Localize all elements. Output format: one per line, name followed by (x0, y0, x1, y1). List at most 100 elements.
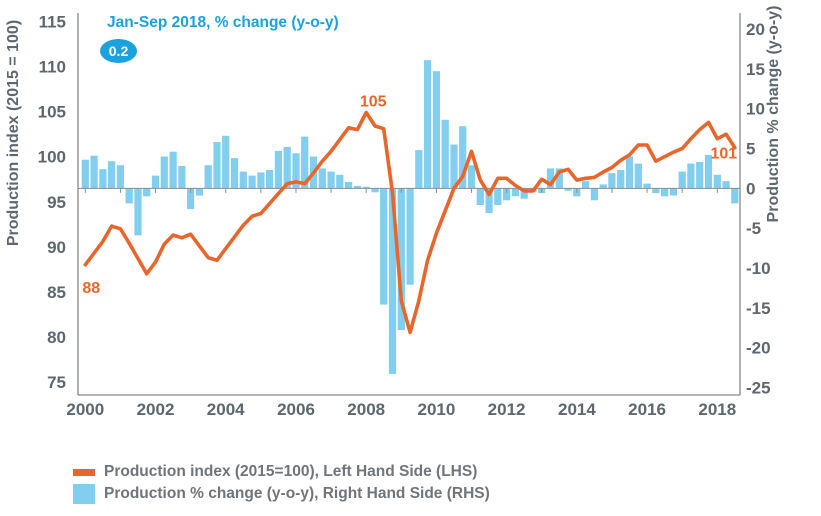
bar (704, 154, 713, 189)
bar (187, 188, 195, 209)
point-label: 88 (82, 280, 100, 297)
annotation-value: 0.2 (108, 43, 129, 59)
pct-change-bars (81, 60, 739, 374)
annotation-label: Jan-Sep 2018, % change (y-o-y) (107, 14, 339, 31)
bar (450, 144, 458, 189)
legend: Production index (2015=100), Left Hand S… (73, 461, 490, 505)
bar (608, 173, 616, 189)
x-axis-tick-label: 2008 (347, 400, 385, 419)
bar (160, 156, 168, 189)
bar (432, 71, 440, 189)
production-chart-svg: 88105101115110105100959085807520151050-5… (5, 6, 782, 419)
bar (599, 184, 607, 189)
bar (511, 188, 519, 197)
left-axis-tick-label: 110 (39, 58, 66, 77)
bar (336, 174, 344, 189)
bar (81, 159, 89, 189)
bar (731, 188, 739, 204)
bar (652, 188, 660, 194)
bar (99, 169, 107, 189)
right-axis-tick-label: 0 (746, 179, 755, 198)
x-axis-tick-label: 2018 (698, 400, 736, 419)
bar (625, 156, 634, 189)
bar (643, 183, 651, 189)
bar (301, 136, 309, 189)
bar (494, 188, 502, 205)
bar (151, 175, 160, 189)
zero-line (78, 187, 740, 193)
bar (143, 188, 151, 197)
bar (634, 163, 642, 189)
bar (696, 162, 704, 189)
bar (590, 188, 598, 201)
bar (134, 188, 142, 236)
bar (722, 181, 730, 189)
left-axis-tick-label: 115 (39, 13, 66, 32)
bar (476, 188, 484, 205)
bar (213, 142, 221, 189)
bar (178, 166, 186, 189)
x-axis-tick-label: 2014 (558, 400, 596, 419)
bar (564, 188, 572, 191)
bar (327, 171, 335, 189)
bar (546, 168, 555, 189)
bar (661, 188, 669, 197)
bar (169, 151, 177, 189)
x-axis-tick-label: 2012 (488, 400, 526, 419)
right-axis-tick-label: 20 (746, 20, 765, 39)
index-line (83, 110, 737, 335)
bar (441, 119, 449, 189)
bar (292, 153, 300, 189)
annotation: Jan-Sep 2018, % change (y-o-y) 0.2 (100, 14, 339, 63)
point-label: 101 (710, 146, 737, 163)
right-axis-tick-label: -20 (746, 339, 771, 358)
bar (274, 150, 282, 189)
legend-item-label: Production index (2015=100), Left Hand S… (104, 463, 478, 480)
x-axis-tick-label: 2010 (417, 400, 455, 419)
point-label: 105 (360, 94, 387, 111)
bar (459, 126, 467, 189)
bar (713, 174, 721, 189)
bar (397, 188, 405, 331)
legend-item-index: Production index (2015=100), Left Hand S… (73, 461, 490, 483)
left-axis-tick-label: 100 (38, 148, 66, 167)
left-axis-tick-label: 75 (47, 373, 66, 392)
bar (467, 165, 476, 189)
legend-bar-swatch (73, 484, 95, 504)
bar (617, 170, 625, 189)
bar (204, 165, 212, 189)
x-axis-tick-label: 2006 (277, 400, 315, 419)
x-axis-tick-label: 2002 (137, 400, 175, 419)
bar (125, 188, 133, 204)
bar (485, 188, 493, 213)
bar (248, 175, 256, 189)
right-axis-tick-label: 5 (746, 140, 755, 159)
left-axis-tick-label: 85 (47, 283, 66, 302)
bar (503, 188, 511, 201)
bar (257, 172, 265, 189)
right-axis-tick-label: -15 (746, 299, 771, 318)
bar (371, 188, 379, 193)
left-axis-tick-label: 90 (47, 238, 66, 257)
bar (555, 168, 563, 189)
bar (415, 150, 423, 189)
left-axis-tick-label: 80 (47, 328, 66, 347)
bar (362, 186, 370, 189)
bar (345, 182, 353, 189)
right-axis-tick-label: -25 (746, 379, 771, 398)
bar (318, 168, 326, 189)
right-axis-tick-label: -5 (746, 219, 761, 238)
bar (222, 135, 230, 189)
legend-item-label: Production % change (y-o-y), Right Hand … (104, 485, 490, 502)
bar (669, 188, 677, 196)
right-axis-title: Production % change (y-o-y) (765, 6, 782, 223)
annotation-value-badge: 0.2 (100, 39, 137, 63)
axes (77, 13, 741, 396)
bar (353, 185, 361, 189)
left-axis-tick-label: 105 (38, 103, 66, 122)
bar (283, 146, 291, 189)
right-axis-tick-label: 10 (746, 100, 765, 119)
bar (90, 155, 98, 189)
bar (380, 188, 388, 305)
